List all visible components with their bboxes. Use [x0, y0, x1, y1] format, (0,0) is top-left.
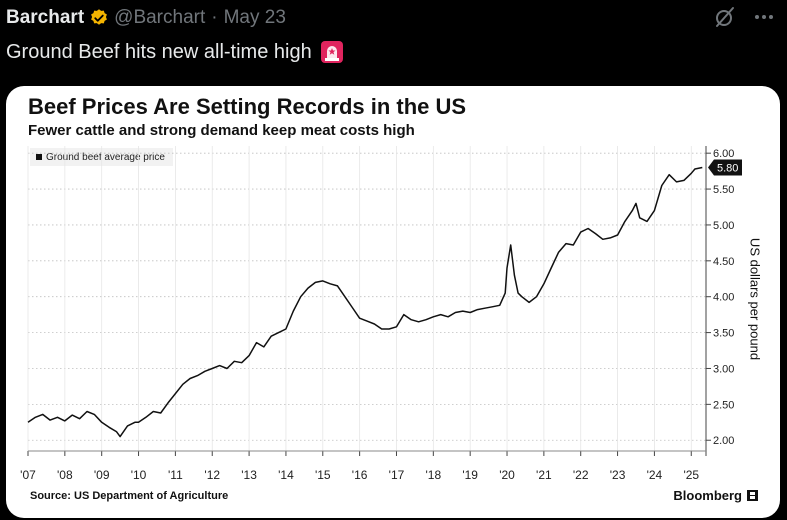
x-tick-label: '07	[20, 468, 36, 482]
last-value-label: 5.80	[717, 163, 738, 175]
x-tick-label: '16	[352, 468, 368, 482]
author-handle[interactable]: @Barchart	[114, 7, 206, 28]
chart-source: Source: US Department of Agriculture	[30, 490, 229, 502]
y-tick-label: 4.00	[713, 292, 734, 304]
y-tick-label: 6.00	[713, 148, 734, 160]
brand-label: Bloomberg	[673, 488, 742, 503]
x-tick-label: '23	[610, 468, 626, 482]
legend-swatch	[36, 154, 42, 160]
siren-emoji-icon	[320, 41, 343, 63]
tweet-date[interactable]: May 23	[223, 7, 286, 28]
author-name[interactable]: Barchart	[6, 7, 85, 28]
tweet-text-content: Ground Beef hits new all-time high	[6, 40, 312, 63]
x-tick-label: '13	[241, 468, 257, 482]
legend-label: Ground beef average price	[46, 151, 165, 163]
bloomberg-terminal-icon	[747, 490, 758, 501]
header-separator: ·	[211, 7, 218, 28]
x-tick-label: '09	[94, 468, 110, 482]
x-tick-label: '14	[278, 468, 294, 482]
y-tick-label: 2.00	[713, 435, 734, 447]
x-tick-label: '17	[389, 468, 405, 482]
chart-card[interactable]: Beef Prices Are Setting Records in the U…	[6, 86, 780, 518]
last-value-tag	[708, 159, 742, 176]
y-axis-label-wrap: US dollars per pound	[742, 224, 768, 374]
x-tick-label: '15	[315, 468, 331, 482]
x-tick-label: '21	[536, 468, 552, 482]
chart-subtitle: Fewer cattle and strong demand keep meat…	[28, 122, 415, 139]
bloomberg-brand: Bloomberg	[673, 488, 758, 503]
tweet-text: Ground Beef hits new all-time high	[6, 40, 344, 64]
x-tick-label: '10	[131, 468, 147, 482]
y-tick-label: 3.50	[713, 328, 734, 340]
y-tick-label: 5.50	[713, 184, 734, 196]
tweet-header: Barchart @Barchart · May 23	[6, 4, 286, 32]
more-horizontal-icon[interactable]	[753, 6, 775, 28]
grok-slash-icon[interactable]	[713, 5, 737, 29]
x-tick-label: '22	[573, 468, 589, 482]
x-tick-label: '12	[204, 468, 220, 482]
x-tick-label: '19	[462, 468, 478, 482]
header-actions	[713, 5, 775, 29]
y-axis-label: US dollars per pound	[747, 237, 763, 361]
series-line-ground-beef	[27, 166, 703, 438]
y-tick-label: 4.50	[713, 256, 734, 268]
y-tick-label: 3.00	[713, 363, 734, 375]
x-tick-label: '08	[57, 468, 73, 482]
x-tick-label: '20	[499, 468, 515, 482]
x-tick-label: '11	[168, 468, 183, 482]
line-chart: 2.00 2.50 3.00 3.50 4.00 4.50 5.00 5.50 6.00 '07 '…	[20, 146, 742, 482]
y-tick-label: 2.50	[713, 399, 734, 411]
verified-badge-icon[interactable]	[89, 8, 109, 28]
x-tick-label: '18	[426, 468, 442, 482]
x-tick-label: '24	[647, 468, 663, 482]
chart-title: Beef Prices Are Setting Records in the U…	[28, 94, 467, 119]
x-tick-label: '25	[683, 468, 699, 482]
y-tick-label: 5.00	[713, 220, 734, 232]
